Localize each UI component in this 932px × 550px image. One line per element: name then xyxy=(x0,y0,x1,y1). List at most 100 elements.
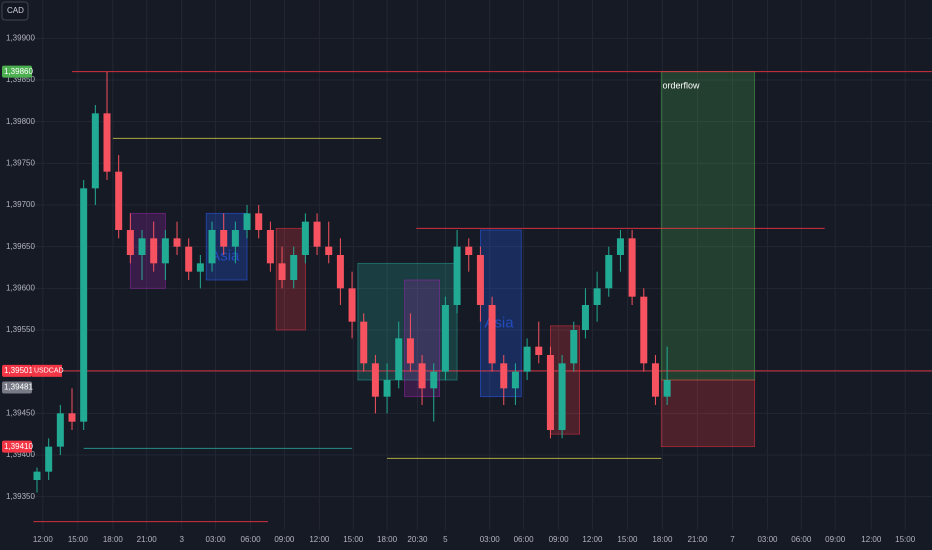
candle-body xyxy=(68,413,76,422)
candle-body xyxy=(91,113,99,189)
symbol-tag: USDCAD xyxy=(34,368,64,375)
candle-body xyxy=(348,288,356,322)
candle-body xyxy=(231,230,239,247)
candle-body xyxy=(570,330,578,364)
candle-body xyxy=(45,446,53,472)
y-tick-label: 1,39850 xyxy=(6,75,35,84)
candle-body xyxy=(500,363,508,389)
x-tick-label: 03:00 xyxy=(206,535,227,544)
candle-body xyxy=(406,338,414,364)
candle-body xyxy=(395,338,403,380)
price-label: 1,39481 xyxy=(4,383,33,392)
x-tick-label: 18:00 xyxy=(377,535,398,544)
candle-body xyxy=(115,171,123,230)
symbol-button-box[interactable] xyxy=(1,1,29,21)
candle-body xyxy=(80,188,88,422)
zone xyxy=(660,379,756,448)
candle-body xyxy=(605,255,613,289)
x-tick-label: 15:00 xyxy=(895,535,916,544)
x-tick-label: 12:00 xyxy=(33,535,54,544)
candle-body xyxy=(138,238,146,255)
candle-body xyxy=(56,413,64,447)
candle-body xyxy=(558,363,566,430)
candles xyxy=(33,71,671,493)
price-label-box xyxy=(2,381,32,394)
x-tick-label: 15:00 xyxy=(343,535,364,544)
candle-body xyxy=(173,238,181,247)
y-tick-label: 1,39400 xyxy=(6,450,35,459)
candle-body xyxy=(360,321,368,364)
candle-body xyxy=(640,296,648,364)
y-tick-label: 1,39700 xyxy=(6,200,35,209)
x-tick-label: 12:00 xyxy=(582,535,603,544)
zone xyxy=(129,212,166,289)
x-tick-label: 21:00 xyxy=(137,535,158,544)
y-tick-label: 1,39600 xyxy=(6,283,35,292)
x-tick-label: 7 xyxy=(730,535,735,544)
price-label: 1,39860 xyxy=(4,67,33,76)
symbol-tag-box xyxy=(32,364,62,377)
x-tick-label: 15:00 xyxy=(68,535,89,544)
candle-body xyxy=(523,346,531,372)
candle-body xyxy=(628,238,636,297)
annotation: orderflow xyxy=(662,80,700,90)
price-label-box xyxy=(2,440,32,453)
y-tick-label: 1,39750 xyxy=(6,158,35,167)
x-tick-label: 06:00 xyxy=(514,535,535,544)
x-tick-label: 12:00 xyxy=(309,535,330,544)
candle-body xyxy=(336,255,344,289)
candle-body xyxy=(103,113,111,172)
zone-label: Asia xyxy=(210,248,240,265)
candle-body xyxy=(196,263,204,272)
zone xyxy=(660,71,756,381)
candle-body xyxy=(150,238,158,264)
candle-body xyxy=(663,380,671,397)
price-label-box xyxy=(2,364,32,377)
price-label-box xyxy=(2,65,32,78)
candle-body xyxy=(488,305,496,364)
candle-body xyxy=(546,355,554,430)
x-tick-label: 09:00 xyxy=(825,535,846,544)
candle-body xyxy=(441,305,449,372)
candle-body xyxy=(266,230,274,264)
candle-body xyxy=(383,380,391,397)
candle-body xyxy=(535,346,543,355)
price-label: 1,39410 xyxy=(4,442,33,451)
y-tick-label: 1,39450 xyxy=(6,408,35,417)
candle-body xyxy=(278,263,286,280)
candle-body xyxy=(418,363,426,389)
x-tick-label: 18:00 xyxy=(103,535,124,544)
x-tick-label: 03:00 xyxy=(480,535,501,544)
candle-body xyxy=(255,213,263,230)
candle-body xyxy=(371,363,379,397)
y-tick-label: 1,39350 xyxy=(6,492,35,501)
candle-body xyxy=(593,288,601,305)
candle-body xyxy=(185,246,193,272)
candle-body xyxy=(126,230,134,255)
candle-body xyxy=(161,238,169,264)
x-tick-label: 06:00 xyxy=(241,535,262,544)
x-tick-label: 18:00 xyxy=(652,535,673,544)
y-tick-label: 1,39650 xyxy=(6,242,35,251)
y-tick-label: 1,39550 xyxy=(6,325,35,334)
y-tick-label: 1,39800 xyxy=(6,117,35,126)
candle-body xyxy=(651,363,659,397)
x-tick-label: 5 xyxy=(443,535,448,544)
candle-body xyxy=(581,305,589,330)
candle-body xyxy=(220,230,228,247)
x-tick-label: 03:00 xyxy=(757,535,778,544)
candle-body xyxy=(290,255,298,280)
x-tick-label: 3 xyxy=(179,535,184,544)
candle-body xyxy=(511,371,519,389)
candle-body xyxy=(453,246,461,305)
x-tick-label: 15:00 xyxy=(617,535,638,544)
x-tick-label: 09:00 xyxy=(549,535,570,544)
candle-body xyxy=(33,471,41,480)
x-tick-label: 20:30 xyxy=(407,535,428,544)
x-tick-label: 06:00 xyxy=(791,535,812,544)
candle-body xyxy=(465,246,473,255)
symbol-button: CAD xyxy=(7,6,24,15)
price-label: 1,39501 xyxy=(4,366,33,375)
candle-body xyxy=(430,371,438,389)
